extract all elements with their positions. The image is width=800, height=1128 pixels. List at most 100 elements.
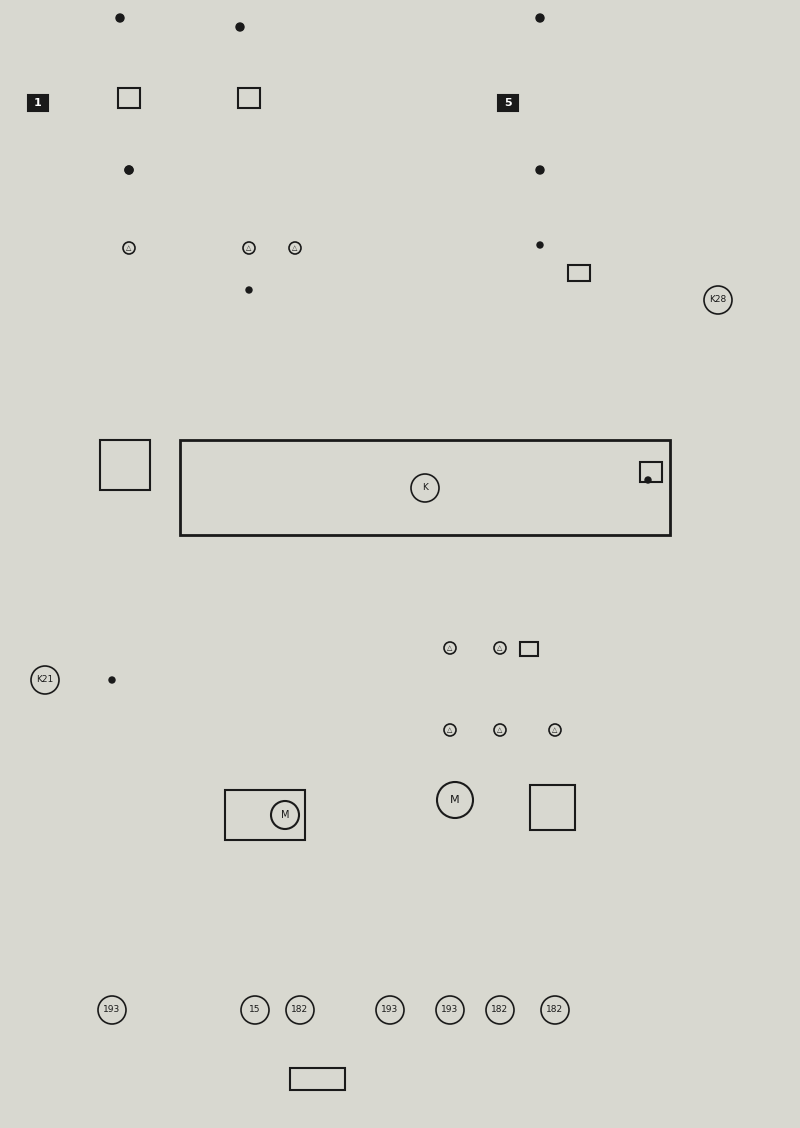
- Text: 1: 1: [44, 1037, 50, 1047]
- Text: △: △: [246, 245, 252, 252]
- Text: 182: 182: [291, 1005, 309, 1014]
- Text: Cool-: Cool-: [405, 717, 428, 726]
- Text: Fuse: Fuse: [645, 450, 666, 459]
- Text: 4: 4: [300, 781, 306, 790]
- Text: T: T: [457, 643, 463, 653]
- Circle shape: [246, 287, 252, 293]
- Text: BR: BR: [382, 948, 394, 957]
- Text: Passat: Passat: [299, 1074, 335, 1084]
- Text: 0.5: 0.5: [492, 935, 506, 944]
- Text: 15: 15: [775, 23, 788, 33]
- Text: △: △: [447, 645, 453, 651]
- Bar: [100, 440, 150, 490]
- Text: 8: 8: [102, 456, 107, 465]
- Circle shape: [125, 166, 133, 174]
- Circle shape: [286, 996, 314, 1024]
- Text: 9: 9: [527, 805, 533, 814]
- Text: (Engine Coolant: (Engine Coolant: [580, 808, 652, 817]
- Circle shape: [537, 243, 543, 248]
- Circle shape: [243, 243, 255, 254]
- Text: Coolant FC: Coolant FC: [30, 407, 79, 416]
- Text: 4.0: 4.0: [292, 573, 306, 582]
- Text: T8e/3: T8e/3: [197, 561, 221, 570]
- Text: T4/2: T4/2: [292, 561, 310, 570]
- Text: 193: 193: [442, 1005, 458, 1014]
- Text: 42/2: 42/2: [462, 729, 478, 735]
- Text: Fan: Fan: [183, 808, 198, 817]
- Circle shape: [241, 996, 269, 1024]
- Text: 2: 2: [238, 781, 244, 790]
- Text: S: S: [143, 86, 152, 98]
- Text: ECT: ECT: [580, 797, 598, 807]
- Text: T: T: [256, 243, 262, 253]
- Bar: [180, 440, 670, 535]
- Text: 1.0: 1.0: [442, 573, 456, 582]
- Circle shape: [123, 243, 135, 254]
- Text: 4: 4: [217, 1037, 223, 1047]
- Text: 31: 31: [5, 41, 18, 51]
- Circle shape: [31, 666, 59, 694]
- Text: 6: 6: [326, 1037, 334, 1047]
- Circle shape: [549, 724, 561, 735]
- Text: BK/W: BK/W: [235, 362, 261, 372]
- Text: Fuse: Fuse: [252, 78, 273, 87]
- Bar: [118, 88, 140, 108]
- Circle shape: [486, 996, 514, 1024]
- Text: X: X: [775, 32, 782, 42]
- Text: G/BK: G/BK: [575, 205, 599, 215]
- Circle shape: [444, 724, 456, 735]
- Circle shape: [437, 782, 473, 818]
- Text: 182: 182: [491, 1005, 509, 1014]
- Text: ↔: ↔: [130, 450, 139, 460]
- Text: 6.0: 6.0: [635, 350, 650, 360]
- Text: Coolant: Coolant: [183, 797, 218, 807]
- Text: R: R: [635, 362, 642, 372]
- Text: △: △: [498, 645, 502, 651]
- Text: R/Y: R/Y: [197, 584, 212, 593]
- Bar: [498, 95, 518, 111]
- Text: 1.5: 1.5: [268, 195, 283, 205]
- Bar: [225, 790, 305, 840]
- Text: BR: BR: [547, 948, 559, 957]
- Text: 3: 3: [161, 1037, 167, 1047]
- Bar: [238, 88, 260, 108]
- Text: 105°C: 105°C: [138, 485, 166, 494]
- Text: 3: 3: [558, 836, 564, 845]
- Circle shape: [536, 166, 544, 174]
- Text: BK/W: BK/W: [547, 584, 571, 593]
- Text: 2: 2: [100, 467, 106, 477]
- Bar: [28, 95, 48, 111]
- Text: T: T: [302, 243, 308, 253]
- Text: 0.5: 0.5: [575, 195, 590, 205]
- Circle shape: [289, 243, 301, 254]
- Text: M: M: [281, 810, 290, 820]
- Text: 6.0: 6.0: [337, 573, 351, 582]
- Circle shape: [411, 474, 439, 502]
- Text: 13: 13: [272, 90, 282, 99]
- Text: R/W: R/W: [442, 584, 460, 593]
- Text: △: △: [447, 728, 453, 733]
- Text: K21: K21: [36, 676, 54, 685]
- Circle shape: [536, 14, 544, 23]
- Bar: [530, 785, 575, 830]
- Text: M: M: [450, 795, 460, 805]
- Text: 1: 1: [265, 846, 270, 855]
- Text: R/W: R/W: [247, 584, 265, 593]
- Text: 2/2: 2/2: [462, 645, 474, 654]
- Text: T8e/2: T8e/2: [547, 561, 570, 570]
- Bar: [640, 462, 662, 482]
- Text: To Battery: To Battery: [28, 870, 78, 880]
- Text: Positive (B+): Positive (B+): [590, 337, 654, 347]
- Text: 30: 30: [775, 14, 788, 24]
- Bar: [568, 265, 590, 281]
- Circle shape: [436, 996, 464, 1024]
- Text: 2n/2: 2n/2: [261, 246, 278, 255]
- Text: 97-10658: 97-10658: [680, 1050, 723, 1059]
- Text: T4/1: T4/1: [337, 561, 355, 570]
- Text: 1: 1: [545, 777, 550, 786]
- Circle shape: [494, 724, 506, 735]
- Text: I: I: [102, 446, 105, 455]
- Text: (−) Ground: (−) Ground: [28, 882, 82, 892]
- Text: 2n/1: 2n/1: [141, 246, 158, 255]
- Text: 0.5: 0.5: [547, 573, 562, 582]
